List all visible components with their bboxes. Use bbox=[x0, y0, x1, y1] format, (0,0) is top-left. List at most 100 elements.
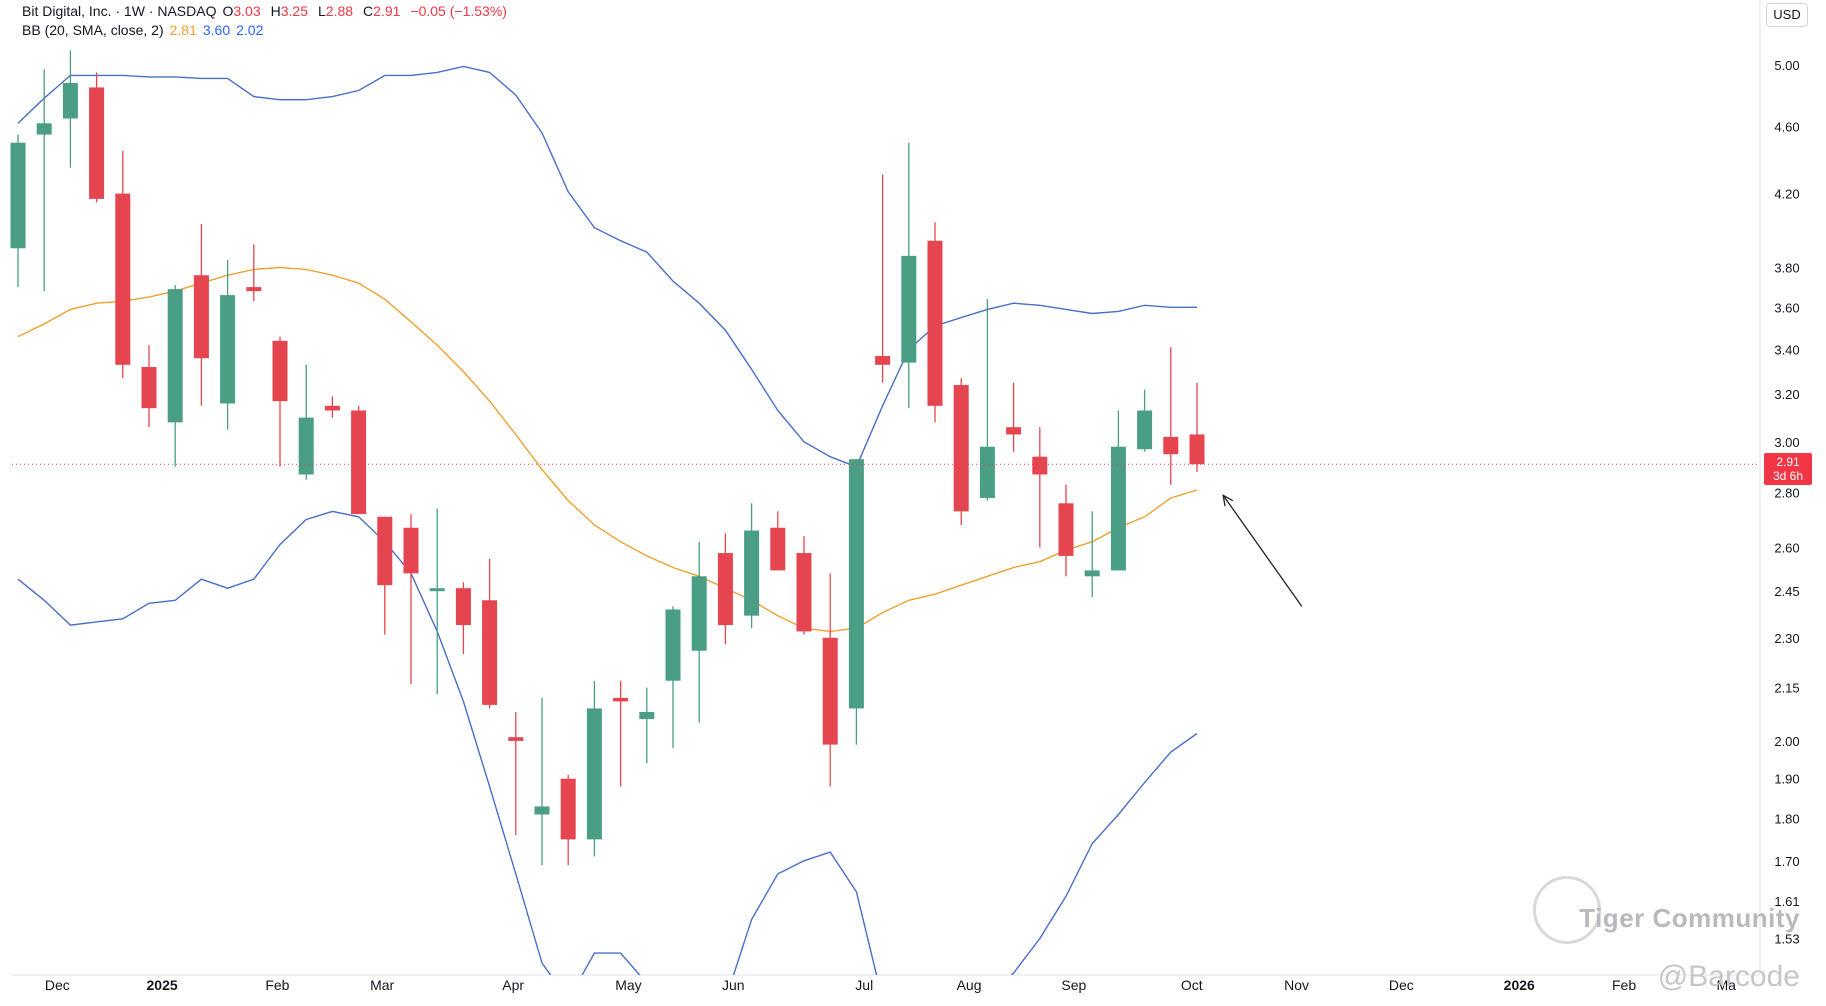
y-tick-label: 2.45 bbox=[1774, 584, 1799, 599]
y-tick-label: 1.61 bbox=[1774, 894, 1799, 909]
candle-body bbox=[665, 609, 681, 681]
arrow-head bbox=[1222, 494, 1234, 507]
candle-body bbox=[717, 553, 733, 626]
candle-body bbox=[848, 459, 864, 709]
candle bbox=[1084, 511, 1100, 598]
candle bbox=[115, 150, 131, 379]
candle-body bbox=[482, 600, 498, 705]
candle bbox=[36, 69, 52, 292]
bb-upper-value: 3.60 bbox=[202, 22, 231, 38]
symbol-title[interactable]: Bit Digital, Inc. · 1W · NASDAQ bbox=[22, 3, 217, 19]
candle bbox=[979, 299, 995, 501]
candle-body bbox=[927, 240, 943, 406]
candle bbox=[560, 774, 576, 866]
candle-body bbox=[586, 708, 602, 840]
watermark-handle: @Barcode bbox=[1657, 960, 1800, 993]
y-tick-label: 1.70 bbox=[1774, 854, 1799, 869]
symbol-row[interactable]: Bit Digital, Inc. · 1W · NASDAQ O3.03 H3… bbox=[22, 2, 507, 21]
candle-body bbox=[89, 87, 105, 199]
candle bbox=[1110, 410, 1126, 571]
last-price-value: 2.91 bbox=[1776, 455, 1800, 470]
y-tick-label: 2.15 bbox=[1774, 681, 1799, 696]
price-change: −0.05 (−1.53%) bbox=[410, 3, 507, 19]
currency-button[interactable]: USD bbox=[1766, 3, 1808, 27]
plot-background bbox=[12, 0, 1760, 975]
x-tick-label: May bbox=[615, 977, 641, 993]
candle bbox=[744, 503, 760, 629]
candle-body bbox=[1006, 427, 1022, 435]
annotations bbox=[12, 463, 1760, 607]
candle-body bbox=[1163, 436, 1179, 455]
candle-body bbox=[953, 385, 969, 512]
indicator-row[interactable]: BB (20, SMA, close, 2) 2.81 3.60 2.02 bbox=[22, 21, 507, 40]
candle-body bbox=[403, 527, 419, 574]
axes: 5.00 4.60 4.20 3.80 3.60 3.40 3.20 3.00 2.80 2.60… bbox=[45, 58, 1800, 993]
candle bbox=[1006, 382, 1022, 452]
y-tick-label: 3.20 bbox=[1774, 387, 1799, 402]
candle bbox=[508, 711, 524, 836]
candle bbox=[770, 511, 786, 571]
candle-body bbox=[429, 588, 445, 592]
candle bbox=[167, 285, 183, 467]
x-tick-label: Dec bbox=[45, 977, 70, 993]
x-tick-label: Nov bbox=[1284, 977, 1309, 993]
candle bbox=[403, 514, 419, 685]
x-tick-label: 2026 bbox=[1504, 977, 1535, 993]
y-tick-label: 3.00 bbox=[1774, 435, 1799, 450]
candle bbox=[193, 224, 209, 406]
candle bbox=[927, 222, 943, 423]
annotation-arrow bbox=[1222, 494, 1303, 607]
ohlc-high: H3.25 bbox=[270, 3, 308, 19]
bb-lower-value: 2.02 bbox=[236, 22, 264, 38]
candle bbox=[272, 336, 288, 467]
candle-body bbox=[901, 255, 917, 363]
candle-body bbox=[115, 193, 131, 365]
candle bbox=[796, 536, 812, 635]
candle-body bbox=[1084, 570, 1100, 577]
indicator-label[interactable]: BB (20, SMA, close, 2) bbox=[22, 22, 164, 38]
x-tick-label: Jul bbox=[855, 977, 873, 993]
bb-basis-value: 2.81 bbox=[169, 22, 197, 38]
candle bbox=[586, 680, 602, 857]
x-tick-label: Sep bbox=[1061, 977, 1086, 993]
candle-body bbox=[377, 516, 393, 586]
ohlc-close: C2.91 bbox=[363, 3, 401, 19]
bollinger-bands bbox=[17, 65, 1198, 975]
candles bbox=[10, 50, 1205, 866]
chart-legend: Bit Digital, Inc. · 1W · NASDAQ O3.03 H3… bbox=[22, 2, 507, 40]
candle-body bbox=[744, 530, 760, 616]
candle bbox=[1163, 347, 1179, 485]
candle-body bbox=[324, 405, 340, 411]
candle bbox=[298, 364, 314, 480]
x-tick-label: 2025 bbox=[147, 977, 178, 993]
candle bbox=[1189, 382, 1205, 472]
candle bbox=[1032, 427, 1048, 548]
candle-body bbox=[796, 553, 812, 632]
candle-body bbox=[691, 576, 707, 651]
candle bbox=[141, 345, 157, 428]
candle bbox=[482, 558, 498, 709]
candle bbox=[10, 134, 26, 288]
candle bbox=[534, 697, 550, 866]
candle-body bbox=[1137, 410, 1153, 450]
candle-body bbox=[560, 778, 576, 840]
x-tick-label: Feb bbox=[265, 977, 289, 993]
candle bbox=[639, 687, 655, 764]
bb-upper-line bbox=[17, 65, 1197, 468]
y-tick-label: 2.60 bbox=[1774, 540, 1799, 555]
candle bbox=[246, 244, 262, 302]
candle-body bbox=[822, 637, 838, 745]
candle-body bbox=[220, 295, 236, 404]
candle-body bbox=[875, 356, 891, 365]
candle-body bbox=[1032, 456, 1048, 475]
candle-body bbox=[1110, 446, 1126, 571]
candle-body bbox=[455, 588, 471, 626]
y-tick-label: 3.60 bbox=[1774, 300, 1799, 315]
y-tick-label: 3.80 bbox=[1774, 260, 1799, 275]
arrow-shaft bbox=[1222, 494, 1303, 607]
candle bbox=[455, 582, 471, 655]
ohlc-open: O3.03 bbox=[222, 3, 261, 19]
y-tick-label: 4.20 bbox=[1774, 187, 1799, 202]
candle-body bbox=[770, 527, 786, 571]
